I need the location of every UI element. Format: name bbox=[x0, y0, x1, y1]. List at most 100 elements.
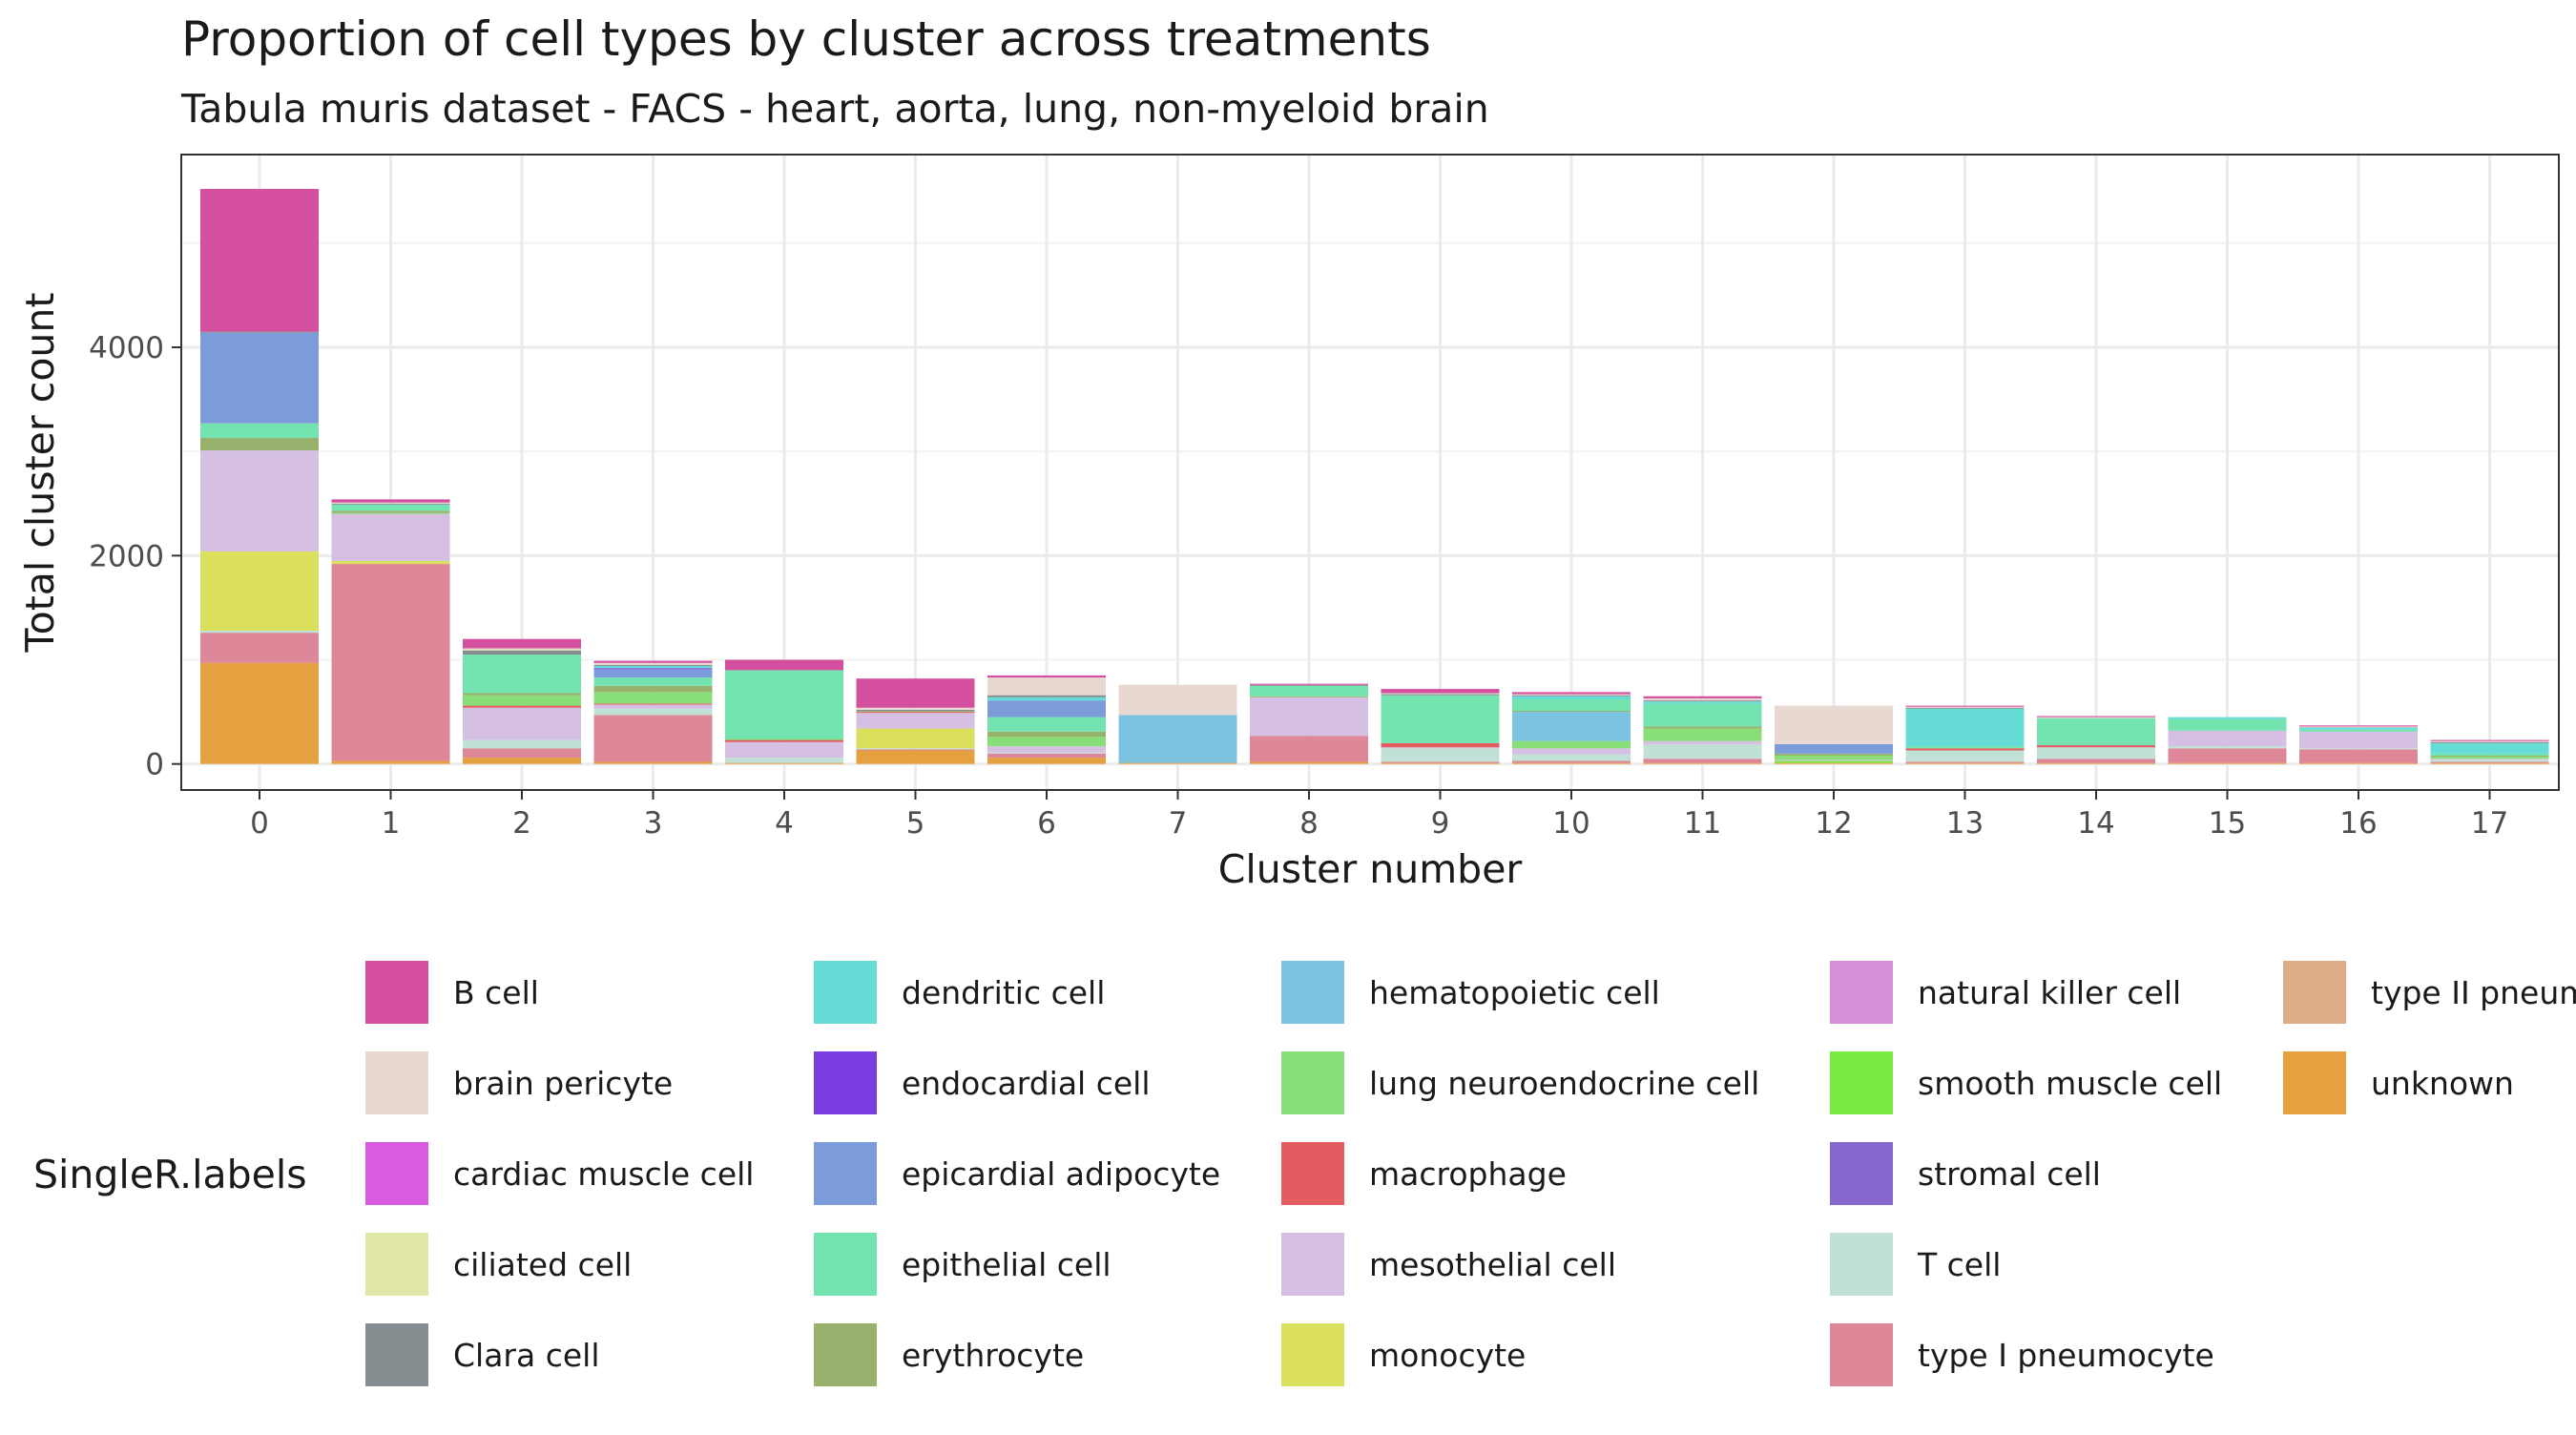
bar-segment bbox=[856, 678, 975, 708]
bar-segment bbox=[593, 669, 713, 678]
bar-segment bbox=[331, 510, 450, 513]
y-tick-label: 2000 bbox=[89, 539, 164, 573]
legend-key bbox=[814, 1142, 877, 1205]
bar-segment bbox=[1905, 762, 2025, 764]
bar-segment bbox=[1905, 761, 2025, 763]
bar-segment bbox=[1381, 747, 1500, 749]
legend-key bbox=[1281, 961, 1344, 1024]
bar-segment bbox=[463, 650, 581, 655]
bar-segment bbox=[1905, 748, 2025, 751]
bar-segment bbox=[200, 437, 319, 451]
bar-segment bbox=[1250, 736, 1368, 762]
bar-segment bbox=[2037, 745, 2155, 748]
x-tick-label: 2 bbox=[512, 806, 531, 841]
bar-segment bbox=[1381, 762, 1500, 764]
bar-segment bbox=[987, 752, 1106, 754]
bar-segment bbox=[463, 693, 581, 696]
x-tick-label: 1 bbox=[382, 806, 401, 841]
bar-segment bbox=[2430, 740, 2549, 742]
bar-segment bbox=[1512, 762, 1631, 764]
legend-key bbox=[365, 961, 428, 1024]
bar-segment bbox=[2168, 762, 2287, 764]
legend-label: epicardial adipocyte bbox=[902, 1155, 1220, 1193]
bar-segment bbox=[987, 700, 1106, 718]
legend-label: macrophage bbox=[1369, 1155, 1567, 1193]
bar-segment bbox=[463, 739, 581, 749]
bar-segment bbox=[1643, 696, 1762, 698]
bar-segment bbox=[1250, 684, 1368, 686]
legend-key bbox=[1830, 961, 1893, 1024]
legend-key bbox=[1281, 1323, 1344, 1386]
bar-segment bbox=[856, 728, 975, 749]
bar-segment bbox=[1643, 700, 1762, 702]
bar-segment bbox=[987, 697, 1106, 701]
legend-key bbox=[814, 1323, 877, 1386]
chart-subtitle: Tabula muris dataset - FACS - heart, aor… bbox=[180, 86, 1489, 132]
legend-label: endocardial cell bbox=[902, 1065, 1151, 1102]
legend-label: mesothelial cell bbox=[1369, 1246, 1616, 1283]
bar-segment bbox=[725, 659, 843, 671]
bar-segment bbox=[2430, 762, 2549, 764]
bar-segment bbox=[2037, 747, 2155, 759]
legend-key bbox=[1830, 1142, 1893, 1205]
legend-label: hematopoietic cell bbox=[1369, 974, 1660, 1011]
legend-key bbox=[2283, 1051, 2346, 1114]
bar-segment bbox=[200, 450, 319, 551]
x-tick-label: 3 bbox=[644, 806, 663, 841]
bar-segment bbox=[1643, 726, 1762, 729]
bar-segment bbox=[725, 739, 843, 742]
x-tick-label: 6 bbox=[1037, 806, 1056, 841]
x-tick-label: 0 bbox=[250, 806, 269, 841]
x-axis-title: Cluster number bbox=[1218, 846, 1523, 892]
bar-segment bbox=[331, 504, 450, 511]
bar-segment bbox=[987, 677, 1106, 696]
bar-segment bbox=[1512, 740, 1631, 749]
bar-segment bbox=[593, 662, 713, 665]
bar-segment bbox=[2430, 753, 2549, 756]
bar-segment bbox=[2299, 725, 2418, 727]
bar-segment bbox=[856, 713, 975, 729]
bar-segment bbox=[1775, 743, 1893, 754]
bar-segment bbox=[1775, 705, 1893, 744]
bar-segment bbox=[200, 423, 319, 438]
legend-key bbox=[365, 1051, 428, 1114]
bar-segment bbox=[200, 633, 319, 663]
bar-segment bbox=[463, 758, 581, 764]
bar-segment bbox=[331, 760, 450, 764]
legend-label: unknown bbox=[2371, 1065, 2514, 1102]
legend-key bbox=[2283, 961, 2346, 1024]
x-tick-label: 12 bbox=[1815, 806, 1852, 841]
bar-segment bbox=[1381, 761, 1500, 763]
bar-segment bbox=[1512, 754, 1631, 761]
bar-segment bbox=[593, 664, 713, 667]
bar-segment bbox=[331, 499, 450, 503]
bar-segment bbox=[1512, 696, 1631, 700]
bar-segment bbox=[856, 712, 975, 714]
bar-segment bbox=[463, 655, 581, 694]
bar-segment bbox=[1905, 746, 2025, 749]
bar-segment bbox=[1905, 750, 2025, 762]
bar-segment bbox=[331, 503, 450, 505]
legend-key bbox=[814, 1051, 877, 1114]
bar-segment bbox=[331, 560, 450, 565]
bar-segment bbox=[200, 630, 319, 634]
bar-segment bbox=[1512, 695, 1631, 697]
legend-key bbox=[1281, 1142, 1344, 1205]
bar-segment bbox=[331, 512, 450, 514]
legend: B cell brain pericyte cardiac muscle cell c… bbox=[365, 961, 2576, 1386]
bar-segment bbox=[725, 758, 843, 763]
bar-segment bbox=[1381, 693, 1500, 695]
x-tick-label: 5 bbox=[906, 806, 925, 841]
legend-label: Clara cell bbox=[453, 1337, 600, 1374]
legend-key bbox=[365, 1323, 428, 1386]
legend-key bbox=[1830, 1051, 1893, 1114]
bar-segment bbox=[593, 704, 713, 709]
bar-segment bbox=[1118, 762, 1237, 764]
bar-segment bbox=[593, 708, 713, 716]
bar-segment bbox=[593, 692, 713, 704]
bar-segment bbox=[1905, 707, 2025, 709]
bar-segment bbox=[987, 731, 1106, 738]
bar-segment bbox=[2168, 748, 2287, 763]
